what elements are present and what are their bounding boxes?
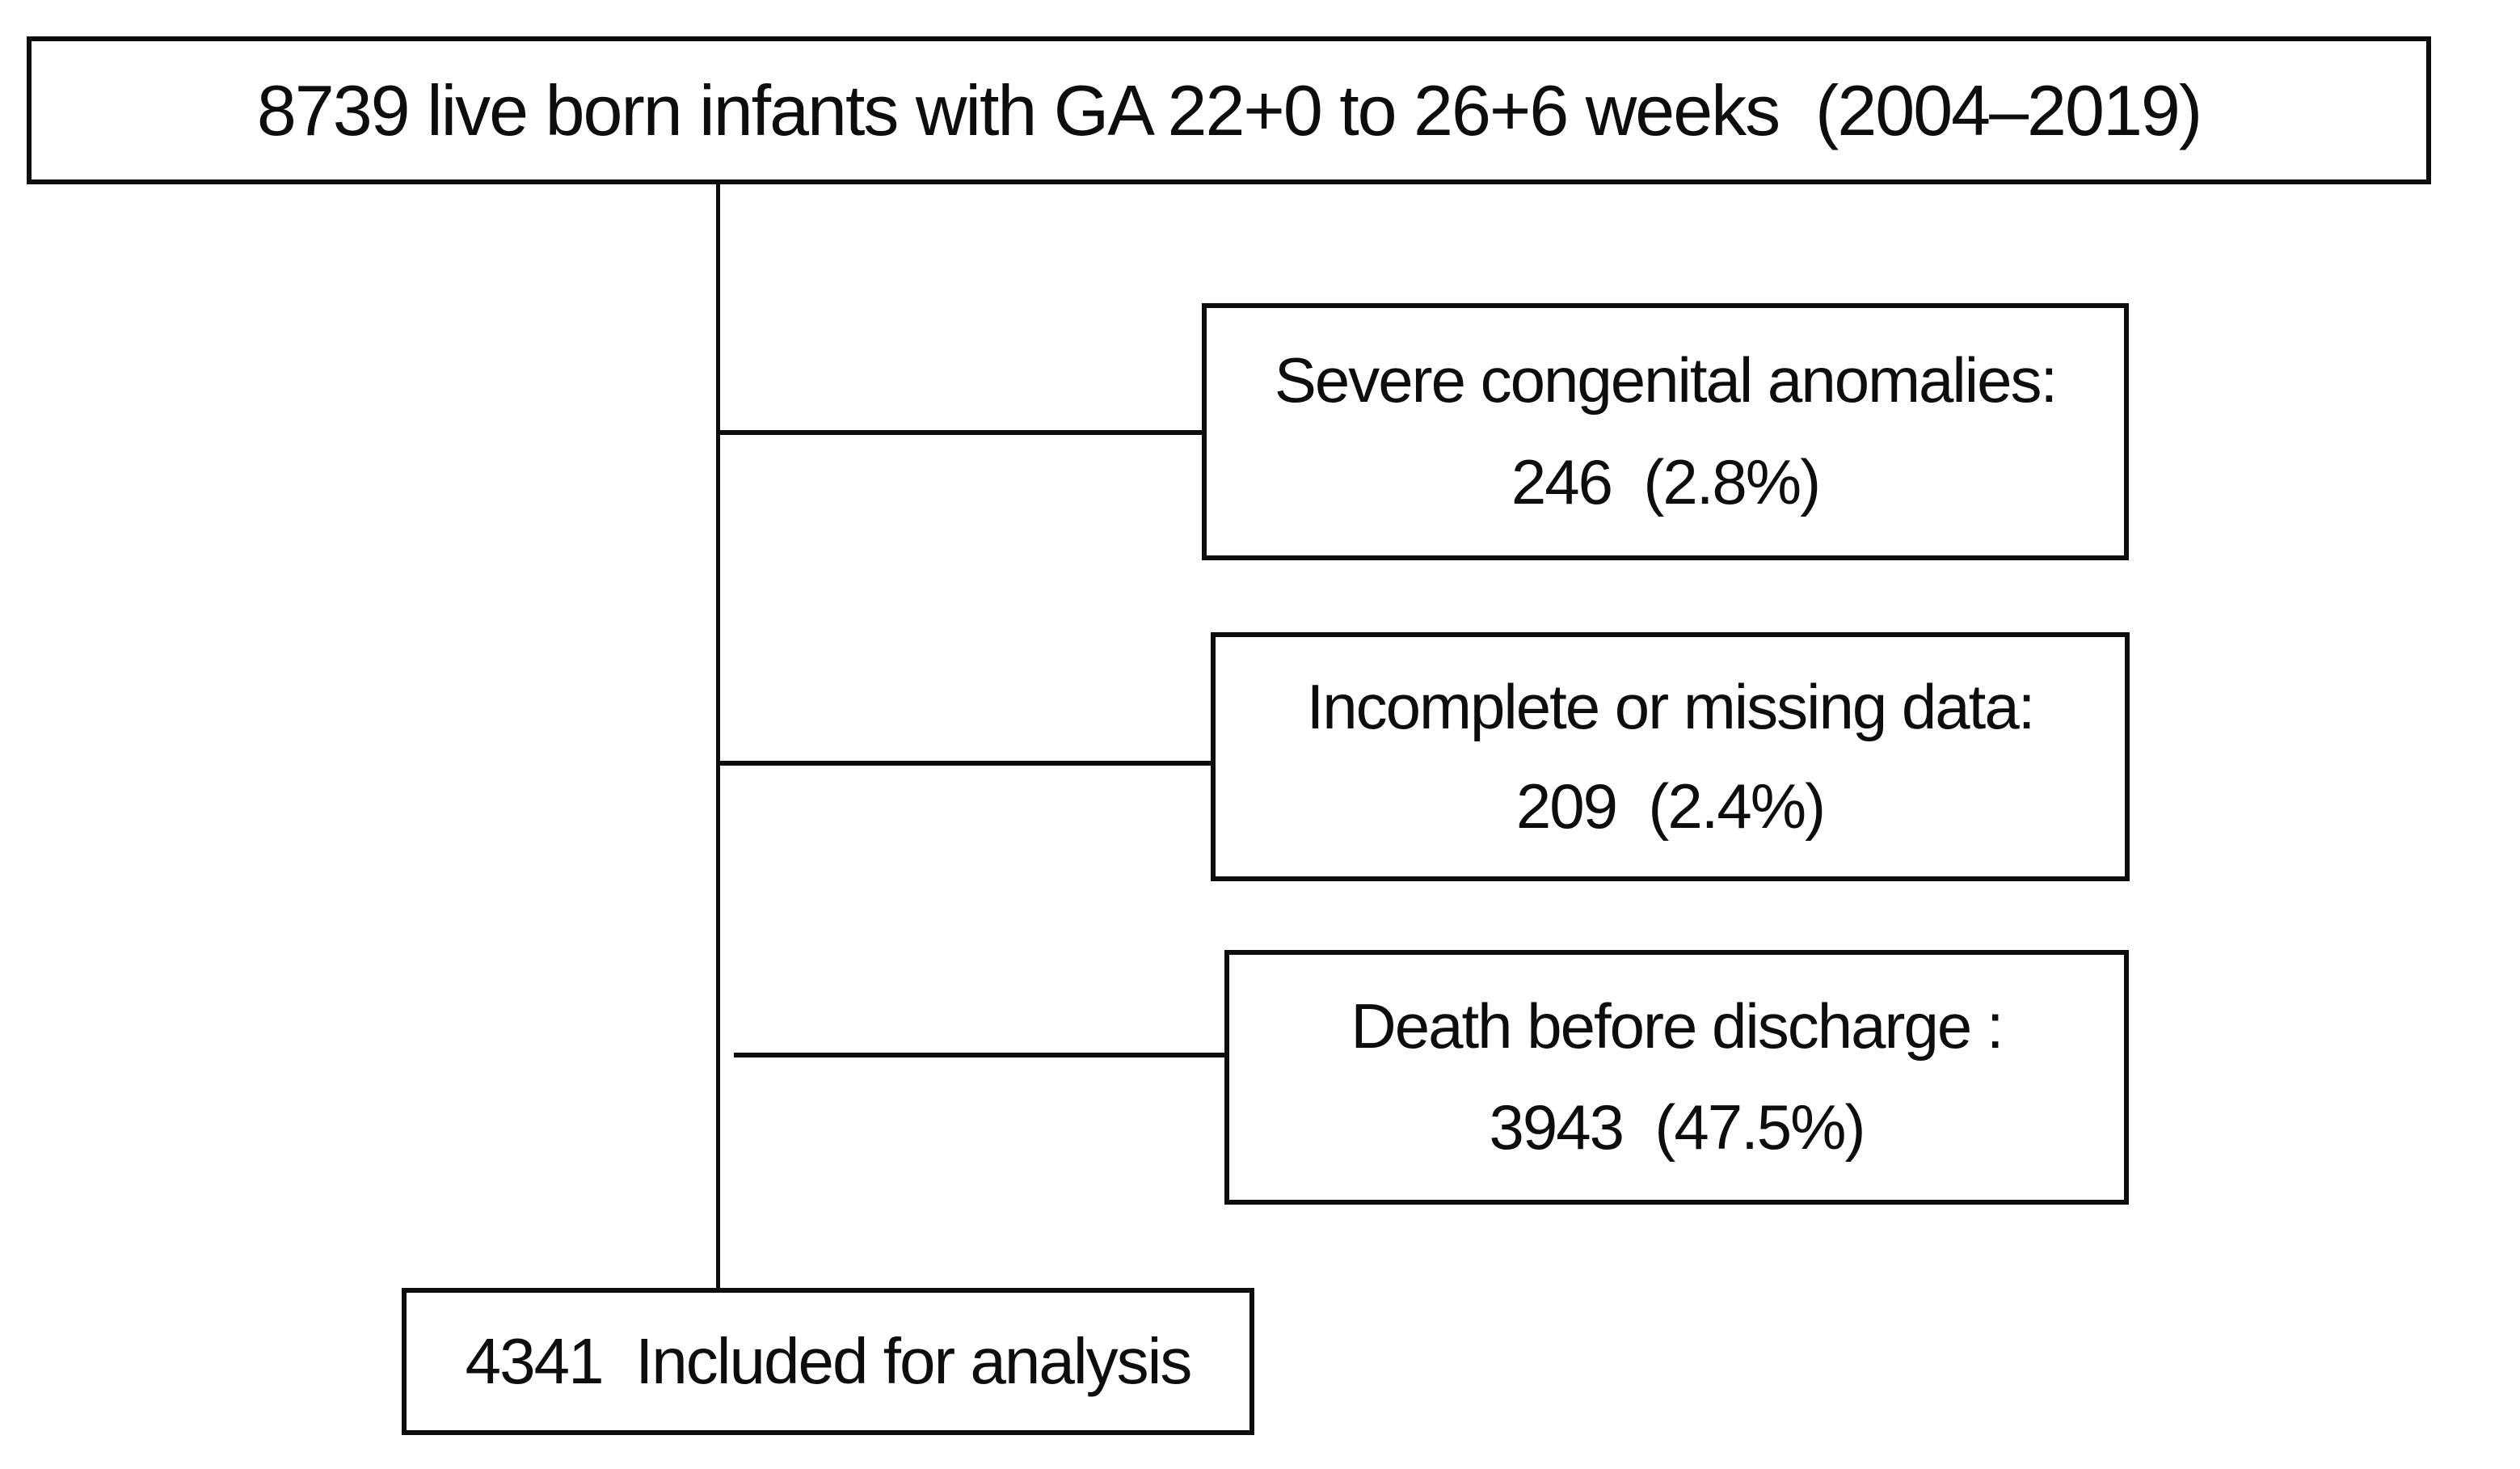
exclusion-box-anomalies: Severe congenital anomalies: 246 (2.8%) [1202, 303, 2129, 560]
exclusion-label: Death before discharge : [1351, 990, 2004, 1062]
exclusion-label: Severe congenital anomalies: [1274, 344, 2058, 416]
enrollment-box-label: 8739 live born infants with GA 22+0 to 2… [256, 70, 2202, 150]
exclusion-box-missing-data: Incomplete or missing data: 209 (2.4%) [1211, 632, 2130, 881]
exclusion-label: Incomplete or missing data: [1306, 670, 2036, 742]
connector-line-2 [718, 761, 1213, 766]
exclusion-value: 3943 (47.5%) [1489, 1091, 1866, 1163]
connector-line-1 [718, 430, 1202, 435]
flow-vertical-line [716, 184, 720, 1290]
included-box-label: 4341 Included for analysis [465, 1325, 1193, 1397]
exclusion-value: 209 (2.4%) [1515, 770, 1826, 842]
exclusion-box-death: Death before discharge : 3943 (47.5%) [1224, 950, 2129, 1205]
included-box: 4341 Included for analysis [402, 1288, 1254, 1435]
enrollment-box: 8739 live born infants with GA 22+0 to 2… [27, 36, 2431, 184]
connector-line-3 [734, 1053, 1224, 1057]
exclusion-value: 246 (2.8%) [1511, 446, 1821, 518]
